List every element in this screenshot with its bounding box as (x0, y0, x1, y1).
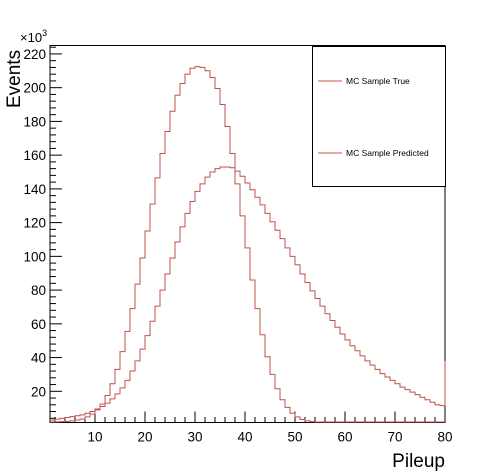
y-tick-label: 220 (23, 47, 46, 62)
y-tick-label: 160 (23, 148, 46, 163)
y-tick-label: 60 (31, 317, 46, 332)
x-tick-label: 50 (287, 430, 302, 445)
legend: MC Sample True MC Sample Predicted (313, 47, 446, 187)
y-tick-label: 20 (31, 384, 46, 399)
x-tick-label: 70 (387, 430, 402, 445)
y-tick-label: 80 (31, 283, 46, 298)
x-tick-label: 80 (437, 430, 452, 445)
y-axis-title: Events (4, 50, 25, 108)
x-tick-label: 20 (137, 430, 152, 445)
x-axis-title: Pileup (392, 451, 445, 472)
y-tick-label: 40 (31, 351, 46, 366)
x-tick-label: 30 (187, 430, 202, 445)
y-tick-label: 120 (23, 216, 46, 231)
series-line-predicted (50, 167, 445, 420)
y-multiplier-base: ×10 (20, 30, 42, 45)
legend-label-predicted: MC Sample Predicted (346, 148, 429, 158)
x-tick-label: 10 (87, 430, 102, 445)
y-tick-label: 100 (23, 249, 46, 264)
legend-box (313, 47, 446, 187)
y-multiplier-exponent: 3 (42, 28, 47, 38)
y-tick-label: 140 (23, 182, 46, 197)
x-tick-label: 40 (237, 430, 252, 445)
y-multiplier: ×103 (20, 28, 47, 45)
y-tick-label: 180 (23, 114, 46, 129)
y-tick-label: 200 (23, 81, 46, 96)
legend-label-true: MC Sample True (346, 76, 410, 86)
x-tick-label: 60 (337, 430, 352, 445)
